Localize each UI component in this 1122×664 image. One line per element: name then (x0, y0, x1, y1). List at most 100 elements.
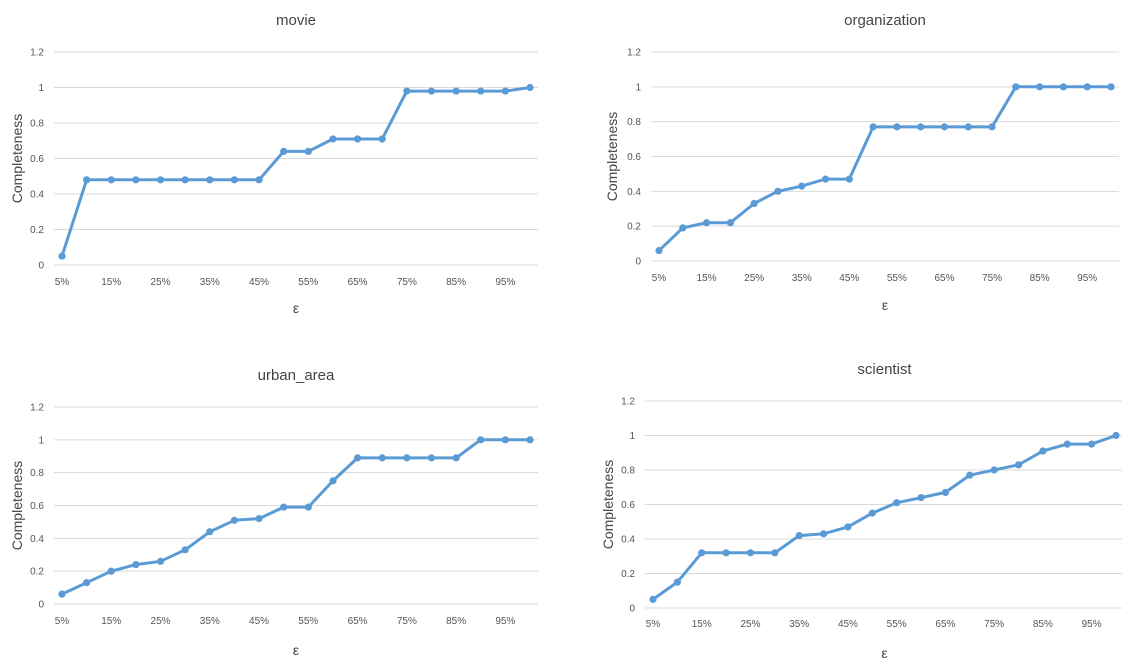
x-tick-label: 15% (692, 619, 712, 630)
data-point (132, 176, 140, 184)
x-tick-label: 45% (249, 277, 269, 288)
y-tick-label: 0.8 (30, 119, 44, 130)
x-tick-label: 95% (1082, 619, 1102, 630)
data-point (427, 454, 436, 462)
data-point (746, 549, 755, 557)
x-tick-label: 65% (934, 273, 954, 284)
y-tick-label: 1 (629, 431, 635, 442)
y-tick-label: 1 (38, 435, 44, 446)
data-point (1107, 83, 1115, 91)
x-axis-label: ε (882, 297, 888, 313)
x-tick-label: 55% (887, 619, 907, 630)
data-point (304, 503, 312, 511)
data-point (403, 454, 411, 462)
chart-title: movie (276, 12, 316, 29)
x-tick-label: 5% (55, 277, 70, 288)
data-point (206, 528, 214, 536)
data-point (477, 436, 485, 444)
data-point (255, 515, 263, 523)
series-line (60, 86, 532, 258)
x-tick-label: 15% (697, 273, 717, 284)
x-tick-label: 55% (298, 616, 318, 627)
data-point (941, 488, 950, 497)
data-point (964, 123, 972, 131)
x-tick-label: 5% (646, 619, 661, 630)
y-tick-label: 0 (38, 261, 44, 272)
x-tick-label: 45% (838, 619, 858, 630)
data-point (107, 176, 115, 184)
y-tick-label: 1 (635, 82, 641, 93)
y-tick-label: 0.6 (30, 501, 44, 512)
x-tick-label: 45% (839, 273, 859, 284)
y-tick-label: 1.2 (30, 48, 44, 59)
data-point (1088, 440, 1096, 448)
chart-scientist: scientist 0 0.2 0.4 0.6 0.8 1 1.2 5% 15% 25% 35% 45%… (600, 361, 1122, 661)
data-point (501, 87, 509, 95)
x-axis-label: ε (293, 300, 299, 316)
data-point (917, 494, 925, 502)
data-point (649, 595, 657, 603)
data-point (427, 87, 436, 95)
data-point (156, 557, 165, 565)
x-tick-label: 55% (298, 277, 318, 288)
data-point (1039, 447, 1047, 455)
data-point (477, 87, 485, 95)
x-tick-label: 35% (200, 616, 220, 627)
data-point (452, 454, 460, 462)
y-tick-label: 0.4 (30, 190, 44, 201)
data-point (893, 499, 901, 507)
series-line (657, 85, 1113, 253)
y-tick-label: 0.4 (627, 187, 641, 198)
y-tick-label: 0.6 (30, 154, 44, 165)
y-tick-label: 0.2 (621, 569, 635, 580)
y-axis-label: Completeness (9, 461, 25, 551)
data-point (181, 546, 189, 554)
y-axis-label: Completeness (9, 114, 25, 204)
data-point (990, 466, 998, 474)
data-point (679, 224, 687, 232)
y-tick-label: 0.2 (627, 222, 641, 233)
data-point (156, 176, 165, 184)
x-tick-label: 15% (101, 616, 121, 627)
x-tick-label: 75% (984, 619, 1004, 630)
x-tick-label: 65% (348, 277, 368, 288)
data-point (378, 135, 386, 143)
x-tick-label: 25% (151, 277, 171, 288)
data-point (83, 579, 91, 587)
series-line (60, 438, 532, 596)
data-point (230, 176, 239, 184)
data-point (1063, 440, 1071, 448)
x-tick-label: 45% (249, 616, 269, 627)
data-point (821, 175, 830, 183)
data-point (280, 503, 288, 511)
y-tick-label: 0.8 (627, 117, 641, 128)
data-point (378, 454, 386, 462)
data-point (1059, 83, 1068, 91)
data-point (1036, 83, 1044, 91)
y-tick-label: 1.2 (621, 397, 635, 408)
x-tick-label: 65% (348, 616, 368, 627)
y-tick-label: 1 (38, 83, 44, 94)
y-tick-label: 0.4 (30, 534, 44, 545)
data-point (181, 176, 189, 184)
data-point (940, 123, 949, 131)
y-tick-label: 1.2 (627, 48, 641, 59)
data-point (255, 176, 263, 184)
data-point (819, 530, 828, 538)
y-tick-label: 1.2 (30, 403, 44, 414)
data-point (869, 123, 877, 131)
data-point (353, 454, 362, 462)
data-point (917, 123, 925, 131)
data-point (771, 549, 779, 557)
data-point (702, 219, 711, 227)
data-point (988, 123, 996, 131)
y-tick-label: 0.8 (621, 466, 635, 477)
data-point (750, 199, 758, 208)
x-tick-label: 35% (200, 277, 220, 288)
data-point (353, 135, 362, 143)
data-point (868, 509, 876, 517)
series-line (651, 434, 1118, 601)
data-point (304, 147, 312, 155)
y-tick-label: 0 (635, 257, 641, 268)
data-point (526, 436, 534, 444)
